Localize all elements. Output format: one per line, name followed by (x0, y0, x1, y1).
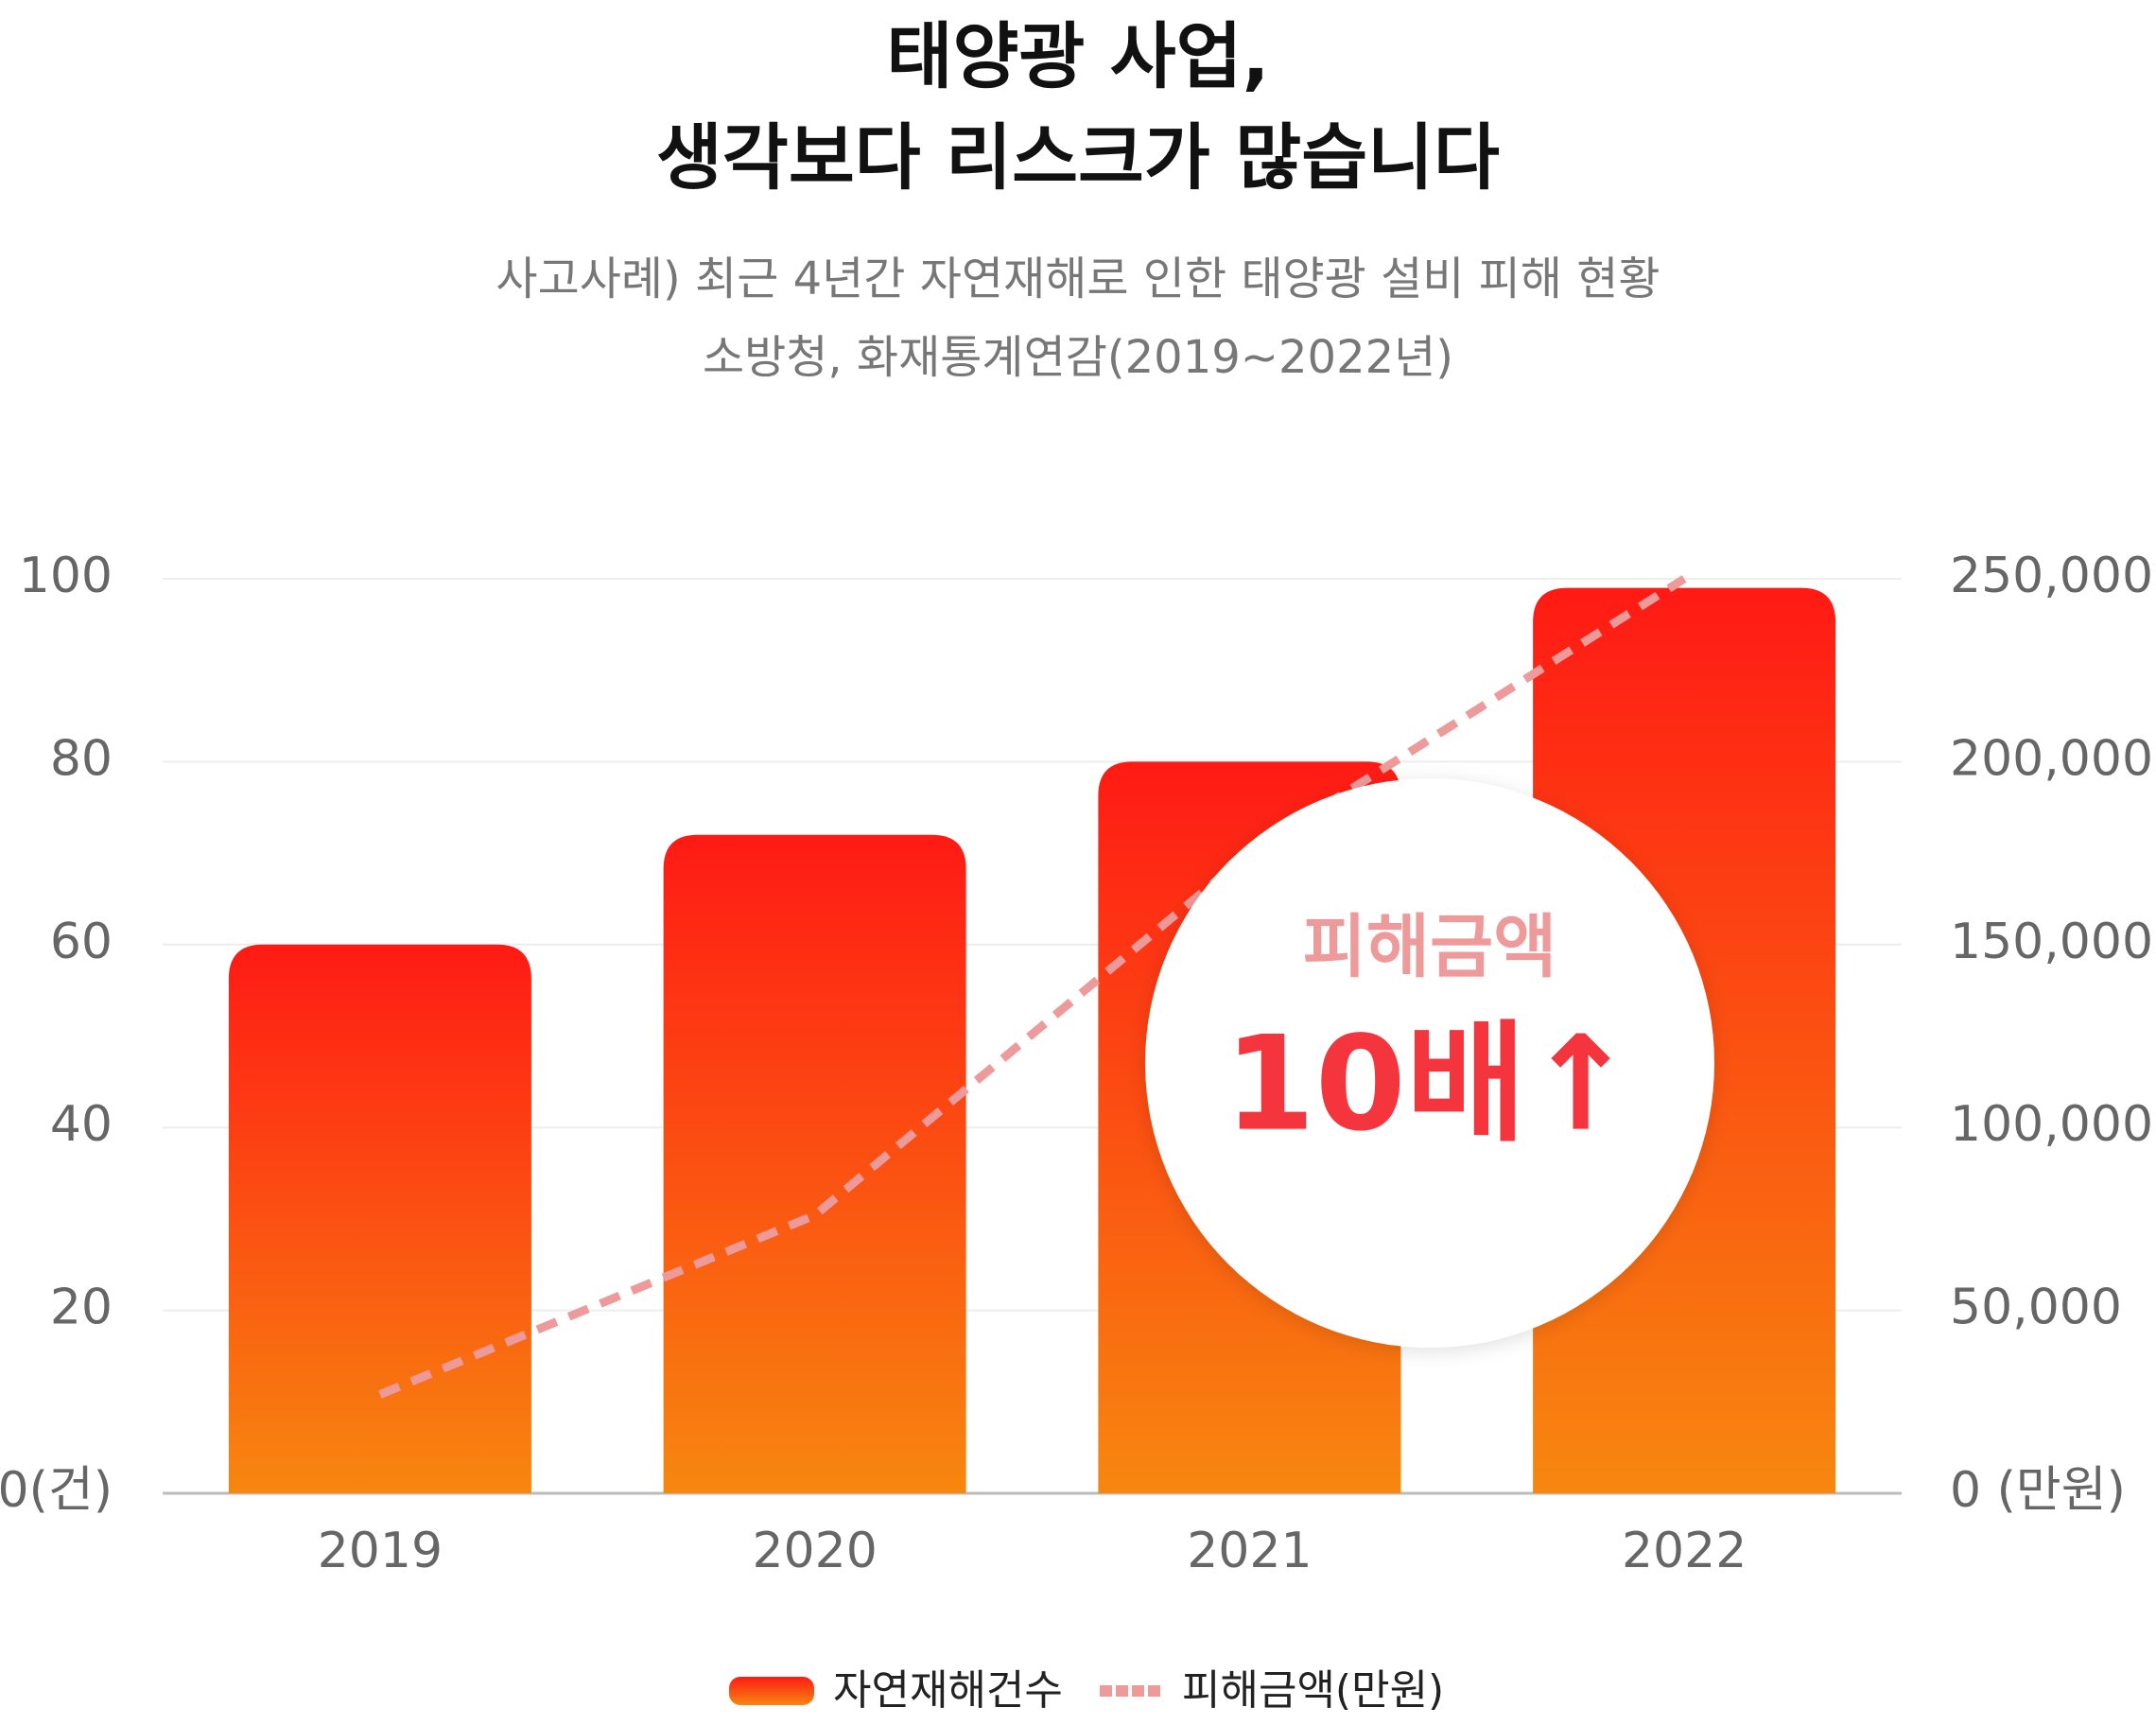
y2-tick-label: 200,000 (1950, 730, 2153, 787)
chart-title: 생각보다 리스크가 많습니다 (656, 115, 1500, 200)
legend-swatch (729, 1677, 814, 1705)
chart-title: 태양광 사업, (887, 14, 1270, 98)
x-tick-label: 2019 (318, 1523, 443, 1579)
legend-label: 자연재해건수 (833, 1666, 1063, 1715)
y-tick-label: 80 (50, 730, 113, 787)
y-tick-label: 60 (50, 914, 113, 970)
y-tick-label: 100 (19, 548, 113, 604)
y-tick-label: 0(건) (0, 1462, 113, 1519)
chart-subtitle: 소방청, 화재통계연감(2019~2022년) (703, 331, 1453, 384)
legend-label: 피해금액(만원) (1182, 1666, 1444, 1715)
y-tick-label: 40 (50, 1096, 113, 1153)
y-tick-label: 20 (50, 1280, 113, 1336)
bar (663, 834, 966, 1493)
y2-tick-label: 50,000 (1950, 1280, 2122, 1336)
y2-tick-label: 150,000 (1950, 914, 2153, 970)
line (378, 575, 1687, 1399)
y2-tick-label: 0 (만원) (1950, 1462, 2126, 1519)
x-tick-label: 2020 (752, 1523, 877, 1579)
bar (228, 944, 531, 1493)
y2-tick-label: 100,000 (1950, 1096, 2153, 1153)
chart-subtitle: 사고사례) 최근 4년간 자연재해로 인한 태양광 설비 피해 현황 (496, 253, 1660, 305)
y2-tick-label: 250,000 (1950, 548, 2153, 604)
x-tick-label: 2021 (1187, 1523, 1312, 1579)
annotation-label: 피해금액 (1303, 907, 1557, 987)
x-tick-label: 2022 (1622, 1523, 1747, 1579)
annotation-value: 10배↑ (1225, 1008, 1636, 1160)
annotation-circle (1145, 778, 1714, 1348)
